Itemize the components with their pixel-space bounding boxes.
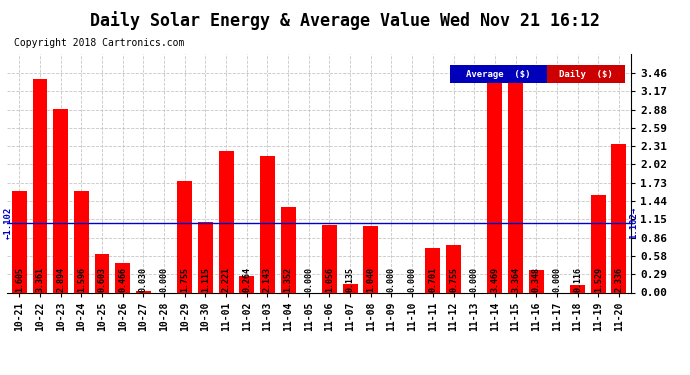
Bar — [570, 285, 585, 292]
Text: Average  ($): Average ($) — [466, 69, 531, 78]
Text: 0.000: 0.000 — [387, 267, 396, 292]
FancyBboxPatch shape — [547, 65, 625, 83]
Bar — [508, 79, 523, 292]
Text: 2.894: 2.894 — [56, 267, 65, 292]
Text: 2.336: 2.336 — [614, 267, 624, 292]
Bar — [591, 195, 606, 292]
Bar — [529, 270, 544, 292]
FancyBboxPatch shape — [451, 65, 547, 83]
Text: 0.000: 0.000 — [553, 267, 562, 292]
Bar — [611, 144, 627, 292]
Text: 1.115: 1.115 — [201, 267, 210, 292]
Bar — [446, 244, 461, 292]
Bar — [53, 109, 68, 292]
Text: Daily Solar Energy & Average Value Wed Nov 21 16:12: Daily Solar Energy & Average Value Wed N… — [90, 11, 600, 30]
Text: 0.264: 0.264 — [242, 267, 251, 292]
Text: 0.348: 0.348 — [532, 267, 541, 292]
Bar — [260, 156, 275, 292]
Text: 1.040: 1.040 — [366, 267, 375, 292]
Text: 1.605: 1.605 — [14, 267, 24, 292]
Text: 0.030: 0.030 — [139, 267, 148, 292]
Bar — [426, 248, 440, 292]
Bar — [322, 225, 337, 292]
Text: ←1.102: ←1.102 — [4, 206, 13, 238]
Bar — [343, 284, 357, 292]
Bar — [487, 72, 502, 292]
Text: 3.361: 3.361 — [35, 267, 44, 292]
Text: 1.529: 1.529 — [594, 267, 603, 292]
Text: 0.466: 0.466 — [118, 267, 127, 292]
Bar — [115, 263, 130, 292]
Bar — [136, 291, 151, 292]
Bar — [239, 276, 254, 292]
Text: 0.755: 0.755 — [449, 267, 458, 292]
Text: 0.701: 0.701 — [428, 267, 437, 292]
Text: 0.000: 0.000 — [159, 267, 168, 292]
Bar — [12, 190, 27, 292]
Text: 0.135: 0.135 — [346, 267, 355, 292]
Bar — [281, 207, 295, 292]
Text: Copyright 2018 Cartronics.com: Copyright 2018 Cartronics.com — [14, 38, 184, 48]
Text: Daily  ($): Daily ($) — [559, 69, 613, 78]
Text: 0.000: 0.000 — [408, 267, 417, 292]
Bar — [177, 181, 193, 292]
Text: 2.143: 2.143 — [263, 267, 272, 292]
Text: 1.755: 1.755 — [180, 267, 189, 292]
Bar — [74, 191, 89, 292]
Bar — [95, 254, 110, 292]
Text: 0.116: 0.116 — [573, 267, 582, 292]
Text: 2.221: 2.221 — [221, 267, 230, 292]
Text: 0.000: 0.000 — [470, 267, 479, 292]
Text: 0.603: 0.603 — [97, 267, 106, 292]
Text: 1.056: 1.056 — [325, 267, 334, 292]
Text: 3.364: 3.364 — [511, 267, 520, 292]
Text: 1.352: 1.352 — [284, 267, 293, 292]
Text: 1.596: 1.596 — [77, 267, 86, 292]
Text: 3.469: 3.469 — [491, 267, 500, 292]
Bar — [32, 79, 48, 292]
Bar — [219, 152, 233, 292]
Text: 1.102→: 1.102→ — [629, 206, 638, 238]
Bar — [364, 226, 378, 292]
Text: 0.000: 0.000 — [304, 267, 313, 292]
Bar — [198, 222, 213, 292]
